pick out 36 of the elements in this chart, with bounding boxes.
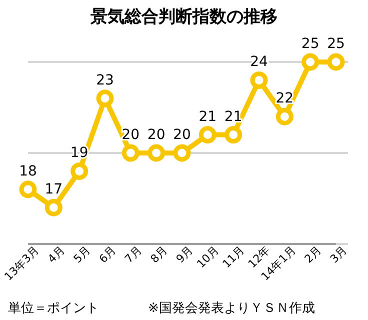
x-tick-label: 4月 [45,244,68,266]
data-label: 25 [301,36,320,52]
data-label: 24 [250,54,268,70]
point [198,126,216,144]
data-label: 18 [19,163,37,180]
data-label: 21 [198,108,217,125]
point [96,90,114,108]
x-tick-label: 2月 [302,244,324,266]
point [122,144,140,162]
x-tick-label: 11月 [220,244,247,271]
point [250,71,268,89]
chart-title: 景気総合判断指数の推移 [90,7,278,27]
data-label: 17 [44,182,63,198]
data-label: 20 [147,127,166,143]
point [224,126,242,144]
text: 単位＝ポイント [8,301,99,316]
x-tick-label: 13年3月 [2,244,42,284]
point [276,108,294,126]
x-tick-label: 9月 [174,244,196,266]
point [19,180,37,198]
point [70,162,88,180]
point [148,144,166,162]
point [327,53,345,71]
x-tick-label: 5月 [70,244,93,266]
x-tick-label: 10月 [194,244,222,271]
x-tick-label: 8月 [148,244,170,266]
point [173,144,191,162]
data-label: 23 [96,72,114,88]
point [302,53,320,71]
x-tick-label: 6月 [96,244,119,266]
x-tick-label: 3月 [328,244,350,266]
data-label: 20 [173,127,191,143]
x-tick-label: 7月 [122,244,144,266]
text: ※国発会発表よりＹＳＮ作成 [148,301,315,316]
data-label: 25 [327,36,345,52]
point [44,198,62,216]
